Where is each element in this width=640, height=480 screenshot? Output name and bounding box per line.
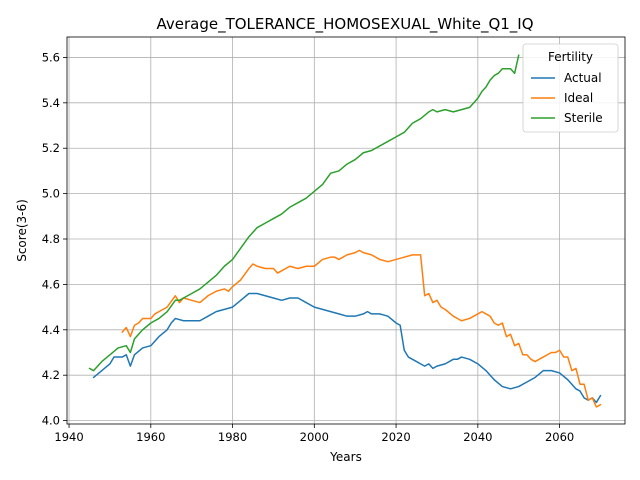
y-tick-label: 5.2 <box>42 141 60 155</box>
x-axis-label: Years <box>329 450 362 464</box>
y-tick-label: 4.0 <box>42 414 60 428</box>
y-tick-label: 5.6 <box>42 50 60 64</box>
x-tick-label: 2000 <box>300 430 329 444</box>
x-tick-label: 1940 <box>54 430 83 444</box>
y-tick-label: 4.4 <box>42 323 60 337</box>
y-tick-label: 4.2 <box>42 368 60 382</box>
x-tick-label: 2020 <box>381 430 410 444</box>
legend-label-ideal: Ideal <box>564 91 593 105</box>
x-tick-label: 2040 <box>463 430 492 444</box>
legend-label-actual: Actual <box>564 71 602 85</box>
x-tick-label: 1960 <box>136 430 165 444</box>
y-tick-label: 5.0 <box>42 187 60 201</box>
y-axis-label: Score(3-6) <box>15 199 29 262</box>
legend-label-sterile: Sterile <box>564 111 603 125</box>
x-tick-label: 2060 <box>545 430 574 444</box>
y-tick-label: 5.4 <box>42 96 60 110</box>
y-tick-label: 4.8 <box>42 232 60 246</box>
y-tick-label: 4.6 <box>42 277 60 291</box>
legend: Fertility Actual Ideal Sterile <box>523 44 618 132</box>
chart-title: Average_TOLERANCE_HOMOSEXUAL_White_Q1_IQ <box>156 15 533 34</box>
legend-title: Fertility <box>548 50 593 64</box>
x-tick-label: 1980 <box>218 430 247 444</box>
